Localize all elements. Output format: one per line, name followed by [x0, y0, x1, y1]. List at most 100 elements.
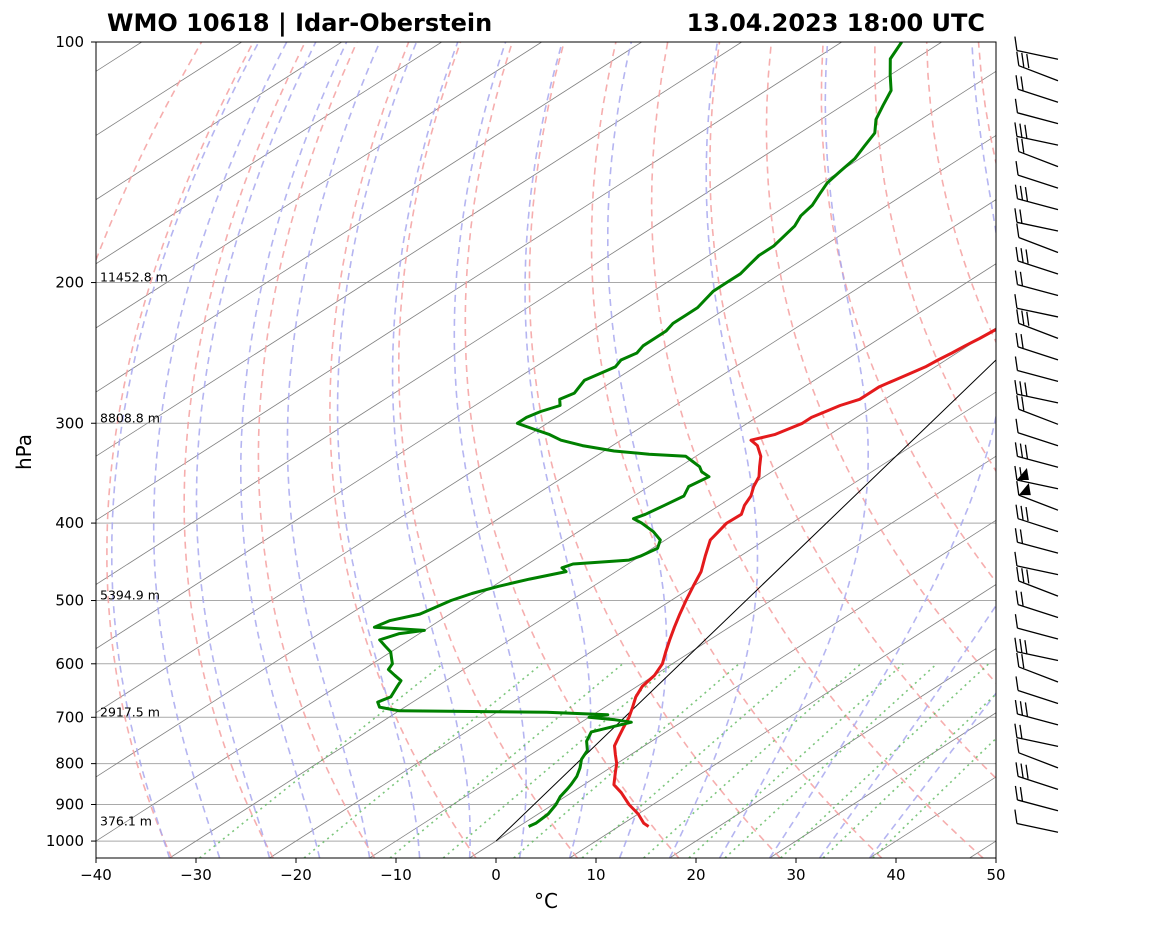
wind-barb — [1015, 418, 1059, 447]
x-tick-label: 20 — [686, 866, 705, 884]
wind-barb-feather — [1020, 334, 1024, 349]
isotherm-line — [96, 42, 642, 393]
dry-adiabat-line — [528, 42, 781, 858]
y-tick-label: 1000 — [46, 832, 84, 850]
wind-barb-pennant — [1018, 483, 1031, 496]
wind-barb — [1015, 332, 1059, 361]
isotherm-line — [369, 455, 996, 858]
wind-barb-feather — [1014, 699, 1019, 715]
wind-barb-staff — [1017, 88, 1059, 103]
wind-barb-feather — [1014, 270, 1019, 285]
moist-adiabat-line — [668, 42, 759, 858]
temperature-profile-line — [612, 327, 996, 828]
wind-barb-feather — [1020, 763, 1024, 778]
wind-barb-staff — [1017, 799, 1059, 812]
dry-adiabat-line — [765, 42, 996, 685]
chart-title-datetime: 13.04.2023 18:00 UTC — [687, 9, 985, 37]
wind-barb-staff — [1017, 260, 1059, 275]
wind-barb — [1014, 551, 1059, 576]
x-tick-label: −10 — [380, 866, 412, 884]
moist-adiabat-line — [768, 42, 996, 858]
wind-barb — [1014, 614, 1059, 640]
isotherm-line — [669, 648, 996, 858]
wind-barb-staff — [1017, 283, 1059, 297]
wind-barb-feather — [1014, 356, 1019, 371]
wind-barb-feather — [1014, 528, 1019, 543]
wind-barb-staff — [1018, 752, 1059, 769]
wind-barb-feather — [1014, 551, 1018, 566]
wind-barb — [1015, 762, 1059, 790]
wind-barb — [1014, 723, 1059, 748]
wind-barb-feather — [1015, 246, 1019, 262]
moist-adiabat-line — [152, 42, 288, 858]
wind-barb — [1014, 785, 1059, 812]
wind-barb — [1014, 208, 1059, 232]
wind-barb-staff — [1016, 565, 1059, 576]
height-annotations: 376.1 m 2917.5 m 5394.9 m 8808.8 m 11452.8 m — [100, 270, 168, 829]
wind-barb-feather — [1016, 51, 1020, 66]
moist-adiabat-line — [607, 42, 668, 858]
moist-adiabat-line — [286, 42, 381, 858]
dry-adiabat-line — [1082, 42, 1160, 858]
wind-barb-staff — [1016, 135, 1059, 146]
height-annotation: 376.1 m — [100, 814, 152, 829]
wind-barb — [1015, 590, 1059, 619]
y-tick-label: 900 — [55, 796, 84, 814]
wind-barb-feather — [1025, 249, 1029, 264]
wind-barb-feather — [1014, 809, 1018, 824]
wind-barb-feather — [1026, 569, 1030, 584]
wind-barb-feather — [1014, 637, 1018, 652]
dry-adiabat-line — [820, 42, 996, 584]
wind-barb — [1016, 395, 1059, 425]
wind-barb-feather — [1026, 53, 1030, 69]
wind-barb-feather — [1014, 465, 1018, 481]
dry-adiabat-line — [709, 42, 996, 780]
wind-barb-feather — [1019, 123, 1023, 138]
wind-barb-feather — [1024, 444, 1029, 459]
mixing-ratio-line — [581, 663, 804, 858]
wind-barb-feather — [1019, 443, 1024, 458]
mixing-ratio-line — [643, 663, 862, 858]
wind-barb-feather — [1015, 418, 1019, 433]
wind-barb-staff — [1016, 479, 1059, 490]
mixing-ratio-line — [872, 737, 996, 858]
wind-barb-staff — [1018, 580, 1059, 597]
wind-barb-feather — [1016, 309, 1020, 324]
wind-barb-feather — [1016, 481, 1020, 496]
wind-barb-feather — [1015, 590, 1019, 605]
mixing-ratio-line — [724, 663, 938, 858]
wind-barbs-column — [1014, 36, 1059, 833]
isotherm-line — [269, 391, 996, 858]
wind-barb-feather — [1021, 138, 1025, 153]
wind-barb — [1015, 75, 1059, 103]
wind-barb-staff — [1018, 494, 1059, 511]
wind-barb-staff — [1016, 822, 1059, 833]
wind-barb — [1014, 465, 1059, 490]
wind-barb-feather — [1021, 52, 1025, 67]
moist-adiabat-line — [240, 42, 348, 858]
dry-adiabat-line — [464, 42, 680, 858]
wind-barb — [1015, 676, 1059, 705]
isotherm-line — [169, 327, 996, 858]
wind-barb-feather — [1026, 311, 1030, 326]
wind-barb — [1014, 380, 1059, 404]
isotherm-line — [869, 776, 996, 858]
dry-adiabat-line — [873, 42, 996, 473]
y-tick-label: 700 — [55, 708, 84, 726]
isotherm-line — [96, 70, 996, 650]
wind-barb-feather — [1024, 382, 1028, 397]
isotherm-line — [96, 134, 996, 714]
wind-barb — [1014, 36, 1059, 60]
isotherm-line — [96, 42, 542, 329]
isotherm-line — [969, 840, 996, 858]
wind-barb — [1014, 637, 1059, 662]
wind-barb-feather — [1019, 724, 1023, 739]
moist-adiabat-line — [868, 691, 996, 858]
x-tick-label: 50 — [986, 866, 1005, 884]
wind-barb-staff — [1017, 432, 1059, 447]
wind-barb — [1014, 294, 1059, 318]
wind-barb-feather — [1014, 184, 1019, 199]
dry-adiabat-line — [977, 42, 996, 166]
dry-adiabat-line — [1134, 42, 1160, 858]
wind-barb-staff — [1018, 408, 1059, 425]
